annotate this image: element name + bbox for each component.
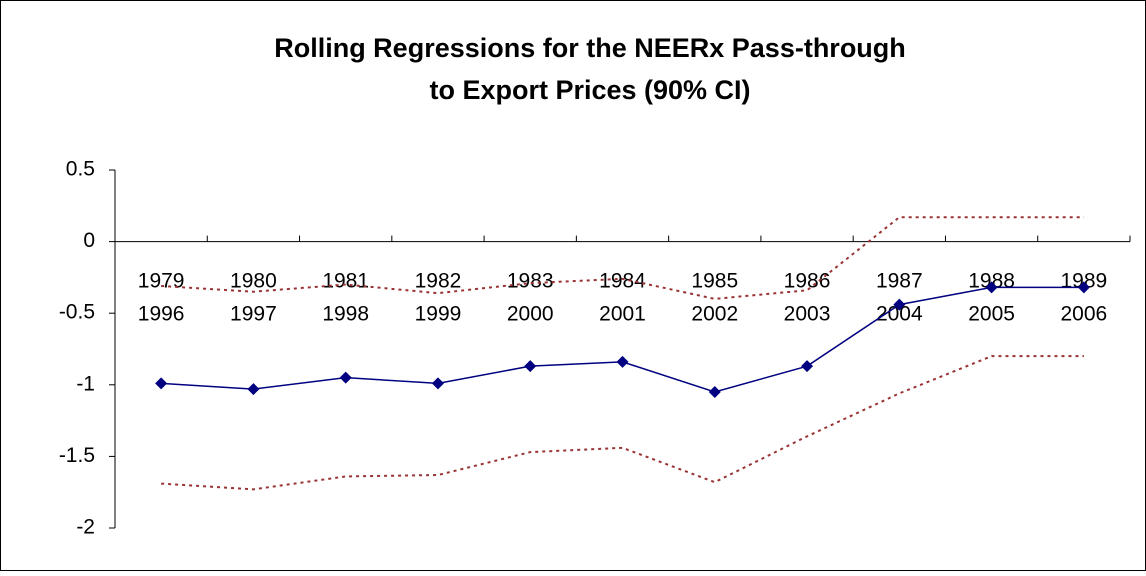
x-tick-label: 1986 [784, 270, 831, 293]
series-line [161, 355, 1084, 491]
x-tick-label: 2002 [691, 303, 738, 326]
chart-title: to Export Prices (90% CI) [429, 75, 750, 105]
chart-title: Rolling Regressions for the NEERx Pass-t… [274, 33, 906, 63]
y-tick-label: -2 [76, 516, 95, 539]
data-point [985, 281, 998, 294]
data-point [247, 383, 260, 396]
x-tick-label: 1983 [507, 270, 554, 293]
x-tick-label: 1984 [599, 270, 646, 293]
x-tick-label: 2004 [876, 303, 923, 326]
x-tick-label: 1981 [322, 270, 369, 293]
data-point [431, 377, 444, 390]
y-tick-label: -1 [76, 372, 95, 395]
x-tick-label: 2000 [507, 303, 554, 326]
y-tick-label: -1.5 [59, 444, 95, 467]
y-tick-label: 0 [83, 229, 95, 252]
x-tick-label: 1979 [138, 270, 185, 293]
series-line [161, 216, 1084, 300]
y-tick-label: 0.5 [66, 158, 95, 181]
x-tick-label: 1985 [691, 270, 738, 293]
x-tick-label: 1998 [322, 303, 369, 326]
x-tick-label: 2003 [784, 303, 831, 326]
data-point [708, 385, 721, 398]
data-point [1077, 281, 1090, 294]
data-point [893, 298, 906, 311]
data-point [616, 355, 629, 368]
data-point [524, 360, 537, 373]
x-tick-label: 1999 [415, 303, 462, 326]
x-tick-label: 2005 [968, 303, 1015, 326]
x-tick-label: 1980 [230, 270, 277, 293]
data-point [801, 360, 814, 373]
data-point [339, 371, 352, 384]
x-tick-label: 1996 [138, 303, 185, 326]
x-tick-label: 2006 [1061, 303, 1108, 326]
x-tick-label: 2001 [599, 303, 646, 326]
x-tick-label: 1997 [230, 303, 277, 326]
y-tick-label: -0.5 [59, 301, 95, 324]
data-point [155, 377, 168, 390]
x-tick-label: 1987 [876, 270, 923, 293]
x-tick-label: 1982 [415, 270, 462, 293]
